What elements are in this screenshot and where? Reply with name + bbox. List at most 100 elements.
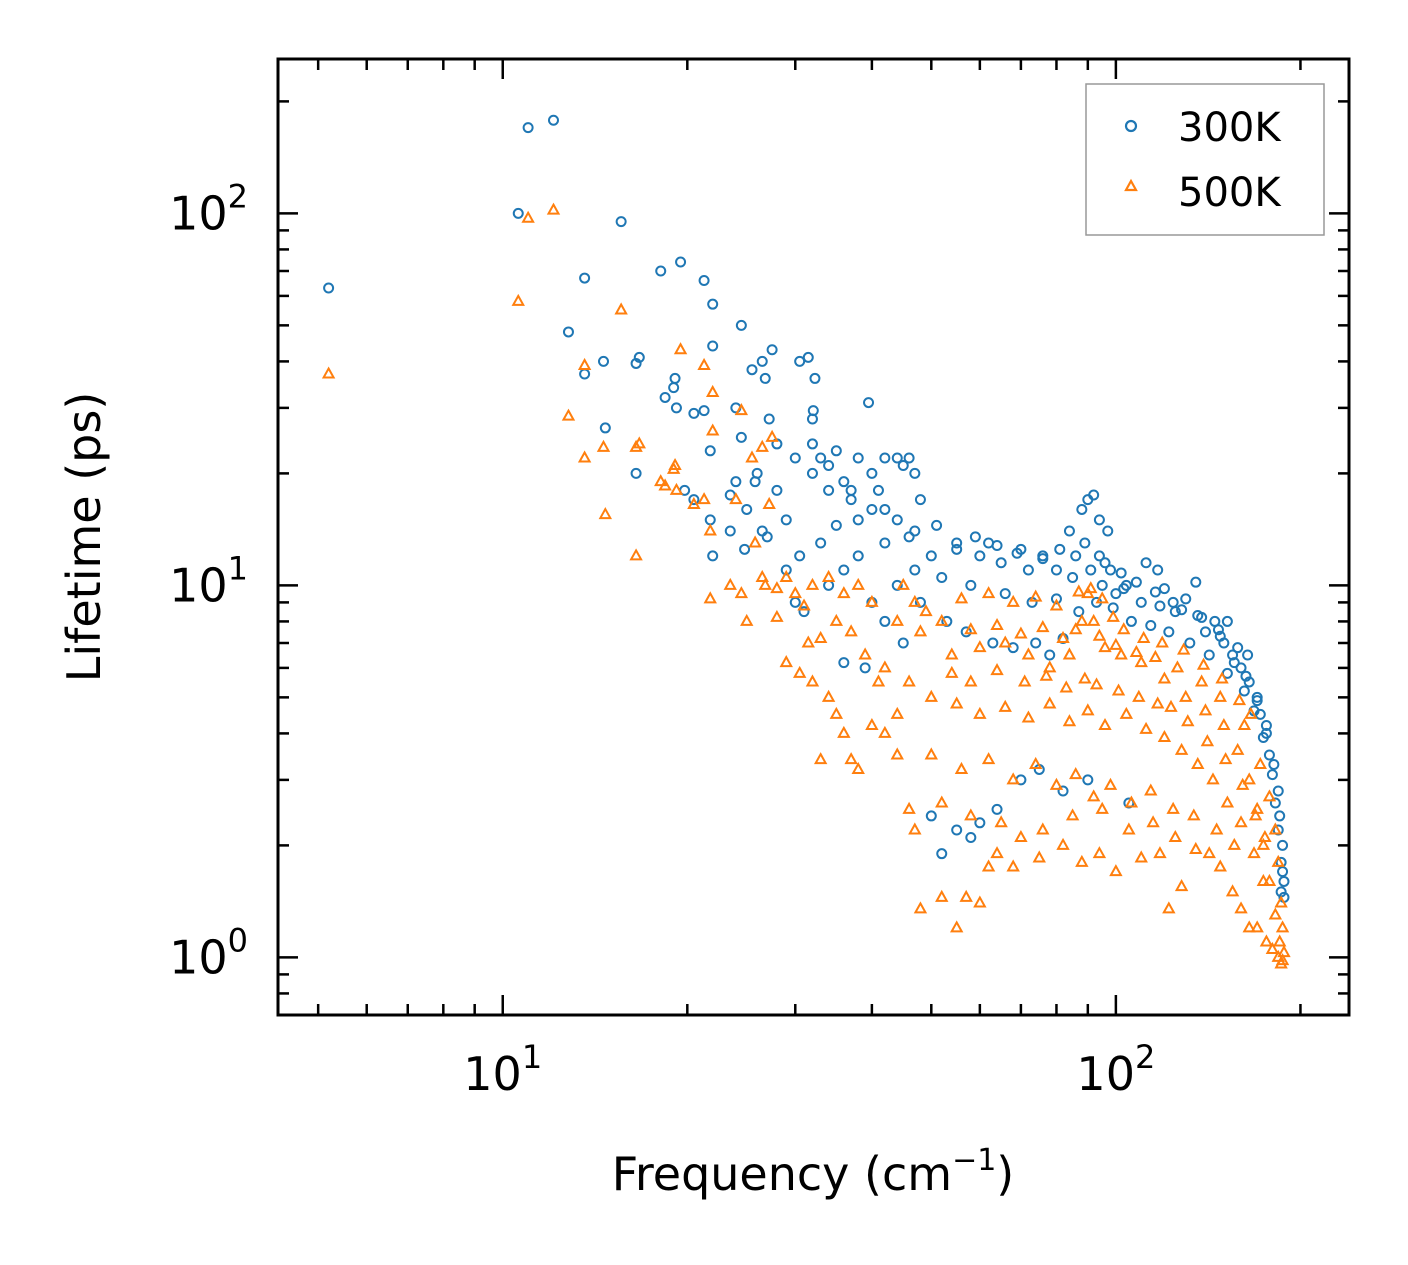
point-300K [1274,810,1286,822]
point-500K [924,747,939,760]
point-300K [960,626,972,638]
point-300K [707,340,719,352]
point-300K [903,531,915,543]
point-500K [1244,706,1258,719]
point-500K [658,478,672,491]
point-300K [1214,630,1226,642]
point-300K [909,467,921,479]
point-300K [1054,543,1066,555]
point-500K [1174,742,1189,755]
data-points-layer [321,114,1291,969]
point-300K [809,372,821,384]
point-300K [1102,525,1114,537]
point-500K [1225,884,1240,897]
point-500K [1103,777,1118,790]
point-500K [723,577,737,590]
point-500K [1109,637,1123,650]
point-300K [698,275,710,287]
point-300K [909,525,921,537]
y-tick-label: 100 [169,921,248,984]
point-500K [1275,953,1290,966]
point-500K [779,569,793,582]
point-300K [866,503,878,515]
point-300K [789,596,801,608]
point-300K [746,364,758,376]
point-500K [837,725,851,738]
point-300K [547,114,559,126]
point-300K [852,452,864,464]
point-300K [806,413,818,425]
point-300K [1093,514,1105,526]
point-500K [1146,815,1160,828]
point-300K [845,494,857,506]
point-300K [579,272,591,284]
point-300K [1115,567,1127,579]
point-300K [859,662,871,674]
point-500K [1111,683,1126,696]
point-500K [973,895,987,908]
point-500K [871,674,886,687]
point-500K [1014,829,1028,843]
point-300K [730,476,742,488]
point-300K [761,531,773,543]
point-500K [1134,655,1148,668]
point-300K [1063,525,1075,537]
point-500K [813,630,828,643]
point-300K [1163,626,1175,638]
point-500K [1275,920,1290,933]
point-300K [1238,685,1250,697]
point-500K [896,577,910,590]
point-500K [632,436,646,449]
point-500K [913,624,928,637]
point-500K [1036,822,1050,835]
point-500K [1250,920,1264,933]
point-500K [1075,613,1089,626]
point-500K [1150,696,1165,709]
point-300K [579,368,591,380]
point-500K [1006,859,1020,872]
point-300K [830,445,842,457]
point-500K [1196,657,1211,670]
x-tick-labels: 101 102 [463,1038,1155,1101]
point-500K [805,577,820,590]
point-300K [780,564,792,576]
point-300K [999,588,1011,600]
point-500K [1109,864,1123,877]
point-500K [770,609,784,622]
point-500K [1170,660,1185,673]
point-500K [1179,689,1193,702]
point-300K [1070,550,1082,562]
point-300K [1022,564,1034,576]
point-300K [1076,503,1088,515]
point-300K [1235,662,1247,674]
point-500K [762,496,776,509]
point-300K [1082,494,1094,506]
point-300K [1266,769,1278,781]
point-300K [879,452,891,464]
point-500K [1049,598,1064,611]
point-300K [704,445,716,457]
point-300K [991,803,1003,815]
point-300K [1240,670,1252,682]
point-500K [890,613,904,626]
point-500K [1056,630,1070,643]
point-300K [891,452,903,464]
point-500K [1144,783,1158,796]
point-300K [936,571,948,583]
point-500K [1237,717,1252,731]
point-300K [741,503,753,515]
point-300K [789,452,801,464]
point-300K [1011,547,1023,559]
point-300K [704,514,716,526]
point-300K [1180,593,1192,605]
point-300K [951,824,963,836]
point-500K [1095,591,1109,604]
point-500K [770,581,784,594]
point-500K [813,752,828,765]
point-500K [1242,920,1256,933]
point-300K [1050,564,1062,576]
point-500K [1098,640,1112,653]
point-300K [1093,550,1105,562]
point-500K [1028,589,1043,602]
